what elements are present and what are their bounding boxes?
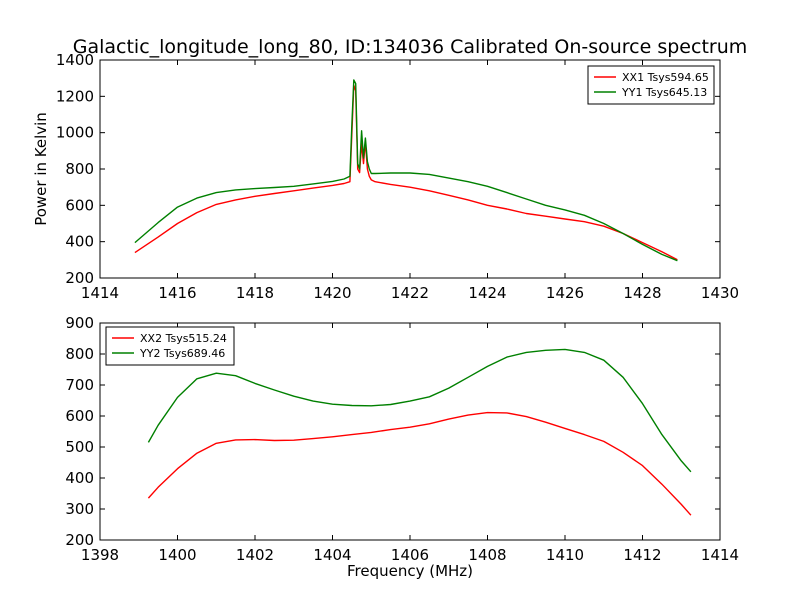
- x-axis-label: Frequency (MHz): [347, 562, 473, 580]
- x-tick-label: 1416: [158, 284, 196, 302]
- y-tick-label: 300: [65, 500, 94, 518]
- x-tick-label: 1404: [313, 546, 351, 564]
- y-tick-label: 600: [65, 196, 94, 214]
- y-axis-label: Power in Kelvin: [32, 112, 50, 226]
- x-tick-label: 1406: [391, 546, 429, 564]
- x-tick-label: 1408: [468, 546, 506, 564]
- y-tick-label: 200: [65, 531, 94, 549]
- x-tick-label: 1430: [701, 284, 739, 302]
- legend-label: XX2 Tsys515.24: [140, 332, 227, 345]
- x-tick-label: 1422: [391, 284, 429, 302]
- bottom-panel: 1398 1400 1402 1404 1406 1408 1410 1412 1414 200 3…: [65, 314, 739, 580]
- y-tick-label: 1400: [56, 51, 94, 69]
- x-tick-label: 1402: [236, 546, 274, 564]
- x-tick-label: 1420: [313, 284, 351, 302]
- x-tick-label: 1426: [546, 284, 584, 302]
- y-tick-label: 400: [65, 469, 94, 487]
- chart-title: Galactic_longitude_long_80, ID:134036 Ca…: [73, 36, 748, 58]
- y-tick-label: 200: [65, 269, 94, 287]
- y-tick-label: 800: [65, 160, 94, 178]
- y-tick-label: 1000: [56, 124, 94, 142]
- x-tick-label: 1400: [158, 546, 196, 564]
- x-tick-label: 1424: [468, 284, 506, 302]
- y-tick-label: 400: [65, 233, 94, 251]
- x-tick-label: 1418: [236, 284, 274, 302]
- x-tick-label: 1410: [546, 546, 584, 564]
- x-tick-label: 1398: [81, 546, 119, 564]
- series-line-yy1: [134, 79, 678, 262]
- legend: XX2 Tsys515.24 YY2 Tsys689.46: [105, 326, 235, 366]
- series-line-yy2: [147, 348, 692, 473]
- legend-label: XX1 Tsys594.65: [622, 71, 709, 84]
- top-panel: 1414 1416 1418 1420 1422 1424 1426 1428 1430 200 4…: [32, 51, 739, 302]
- x-tick-label: 1414: [701, 546, 739, 564]
- x-tick-label: 1428: [623, 284, 661, 302]
- y-tick-label: 500: [65, 438, 94, 456]
- legend-label: YY1 Tsys645.13: [621, 86, 707, 99]
- series-line-xx2: [147, 411, 692, 516]
- x-tick-label: 1414: [81, 284, 119, 302]
- y-tick-label: 700: [65, 376, 94, 394]
- legend-box: [587, 65, 715, 105]
- y-tick-label: 600: [65, 407, 94, 425]
- y-tick-label: 900: [65, 314, 94, 332]
- legend-box: [105, 326, 235, 366]
- y-tick-label: 800: [65, 345, 94, 363]
- x-tick-label: 1412: [623, 546, 661, 564]
- y-tick-label: 1200: [56, 87, 94, 105]
- legend: XX1 Tsys594.65 YY1 Tsys645.13: [587, 65, 715, 105]
- legend-label: YY2 Tsys689.46: [139, 347, 225, 360]
